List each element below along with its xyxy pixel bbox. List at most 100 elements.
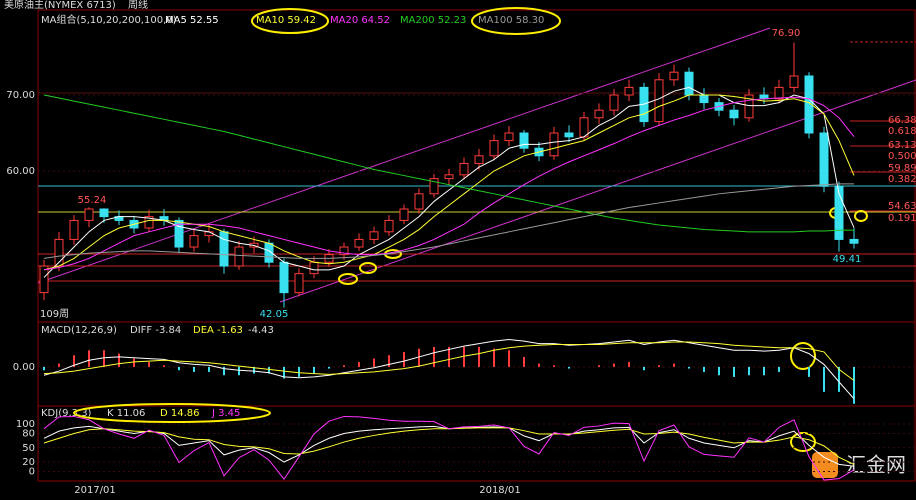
- y-tick-label: 0: [29, 467, 35, 478]
- candle-body: [219, 231, 229, 267]
- highlight: [854, 210, 868, 222]
- watermark-logo: [812, 452, 838, 478]
- chart-subtitle: 周线: [128, 0, 148, 11]
- candle-body: [594, 109, 604, 119]
- fib-label: 0.191: [888, 213, 916, 224]
- candle-body: [474, 155, 484, 164]
- fib-label: 0.500: [888, 151, 916, 162]
- y-tick-label: 100: [16, 419, 35, 430]
- candle-body: [459, 162, 469, 176]
- candle-body: [519, 132, 529, 149]
- y-tick-label: 50: [22, 443, 35, 454]
- candle-body: [774, 86, 784, 100]
- fib-label: 59.89: [888, 163, 916, 174]
- candle-body: [729, 109, 739, 119]
- candle-body: [174, 219, 184, 248]
- candle-body: [819, 132, 829, 187]
- highlight: [790, 342, 816, 370]
- dea-label: DEA -1.63: [193, 325, 243, 336]
- candle-body: [804, 75, 814, 134]
- j-label: J 3.45: [211, 408, 240, 419]
- highlight: [471, 7, 561, 35]
- fib-label: 54.63: [888, 201, 916, 212]
- candle-body: [399, 208, 409, 221]
- candle-body: [384, 219, 394, 233]
- candle-body: [234, 246, 244, 267]
- candle-body: [504, 132, 514, 142]
- annotation-lines: [37, 27, 916, 303]
- candle-body: [669, 71, 679, 81]
- legend-entry: MA10 59.42: [256, 15, 316, 26]
- candle-body: [789, 75, 799, 88]
- period-label: 109周: [40, 308, 69, 320]
- macd-header: MACD(12,26,9): [41, 325, 117, 336]
- high-label: 76.90: [772, 28, 801, 39]
- highlight: [338, 273, 358, 285]
- high-label: 55.24: [78, 195, 107, 206]
- ma-line: [43, 94, 855, 233]
- fib-label: 0.382: [888, 174, 916, 185]
- channel-upper: [37, 27, 771, 284]
- candle-body: [834, 185, 844, 240]
- x-tick-label: 2017/01: [74, 485, 116, 496]
- fib-label: 63.13: [888, 140, 916, 151]
- candle-body: [294, 273, 304, 294]
- y-tick-label: 70.00: [6, 90, 35, 101]
- candle-body: [699, 94, 709, 104]
- d-label: D 14.86: [160, 408, 200, 419]
- highlight: [73, 403, 271, 423]
- candle-body: [84, 208, 94, 221]
- y-tick-label: 80: [22, 429, 35, 440]
- candle-body: [849, 238, 859, 244]
- fib-label: 0.618: [888, 126, 916, 137]
- highlight: [251, 8, 329, 34]
- dea-line: [43, 341, 855, 381]
- candle-body: [684, 71, 694, 96]
- highlight: [359, 262, 377, 274]
- ma-line: [43, 96, 855, 271]
- ma-line: [43, 183, 854, 259]
- candle-body: [279, 261, 289, 294]
- j-line: [43, 415, 855, 481]
- diff-label: DIFF -3.84: [130, 325, 181, 336]
- candle-body: [354, 238, 364, 248]
- y-tick-label: 20: [22, 457, 35, 468]
- legend-entry: MA200 52.23: [400, 15, 466, 26]
- candle-body: [69, 219, 79, 240]
- candle-body: [549, 132, 559, 157]
- ma-line: [43, 94, 855, 271]
- x-tick-label: 2018/01: [479, 485, 521, 496]
- y-tick-label: 60.00: [6, 166, 35, 177]
- candle-body: [99, 208, 109, 218]
- candle-body: [189, 235, 199, 248]
- fib-label: 66.38: [888, 115, 916, 126]
- candle-body: [144, 216, 154, 229]
- chart-title: 美原油主(NYMEX 6713): [4, 0, 116, 11]
- k-label: K 11.06: [107, 408, 145, 419]
- candle-body: [39, 265, 49, 294]
- highlight-ellipses: [73, 7, 868, 452]
- kdj-header: KDJ(9,3,3): [41, 408, 92, 419]
- candle-body: [444, 174, 454, 180]
- low-label: 49.41: [833, 254, 862, 265]
- panel-frames: [37, 9, 916, 482]
- candle-body: [624, 86, 634, 96]
- macd-bar-label: -4.43: [248, 325, 274, 336]
- candle-body: [309, 261, 319, 275]
- diff-line: [43, 338, 855, 400]
- candle-body: [339, 246, 349, 256]
- legend-entry: MA20 64.52: [330, 15, 390, 26]
- candle-body: [489, 140, 499, 157]
- candle-body: [654, 79, 664, 123]
- candle-body: [429, 178, 439, 195]
- watermark: 汇金网: [846, 453, 906, 477]
- ma-header: MA组合(5,10,20,200,100,0): [41, 13, 177, 26]
- candle-body: [414, 193, 424, 210]
- candle-body: [744, 94, 754, 119]
- y-tick-label: 0.00: [13, 362, 35, 373]
- candle-body: [609, 94, 619, 111]
- legend-entry: MA100 58.30: [478, 15, 544, 26]
- candle-body: [369, 231, 379, 240]
